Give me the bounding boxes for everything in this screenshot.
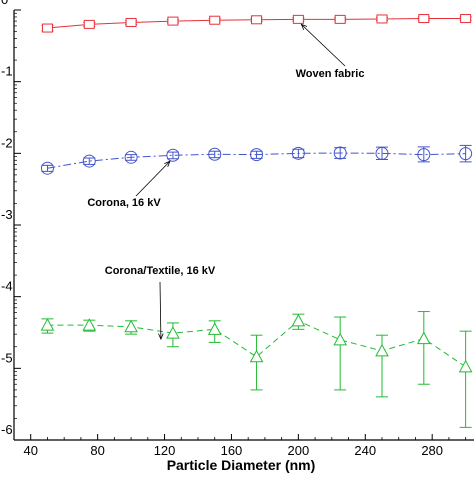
data-point: [458, 359, 473, 373]
annotation-arrow: [301, 24, 346, 67]
data-point: [251, 15, 263, 25]
data-point: [291, 313, 306, 327]
series-1: [41, 14, 472, 33]
data-point: [460, 14, 472, 24]
data-point: [333, 146, 347, 160]
data-point: [124, 150, 138, 164]
data-point: [375, 146, 389, 160]
data-point: [334, 14, 346, 24]
series-2: [40, 144, 473, 175]
y-tick-label: -4: [1, 279, 13, 294]
data-point: [40, 318, 55, 331]
data-point: [417, 148, 431, 162]
series-3: [40, 311, 473, 428]
y-tick-label: -2: [1, 135, 13, 150]
data-point: [82, 318, 97, 331]
y-tick-label: -1: [1, 64, 13, 79]
data-point: [459, 147, 473, 161]
data-point: [416, 331, 431, 345]
annotation-arrowhead: [158, 333, 164, 341]
data-point: [40, 161, 54, 175]
x-tick-label: 240: [354, 443, 376, 458]
annotation-label: Corona, 16 kV: [87, 197, 161, 209]
data-point: [418, 14, 430, 24]
data-point: [291, 146, 305, 160]
data-point: [82, 154, 96, 168]
annotation-arrow: [159, 281, 162, 340]
data-point: [208, 147, 222, 161]
data-point: [167, 16, 179, 26]
data-point: [166, 148, 180, 162]
data-point: [375, 343, 389, 357]
data-point: [333, 332, 348, 346]
data-point: [292, 14, 304, 24]
y-tick-label: -5: [1, 350, 13, 365]
data-point: [125, 17, 137, 27]
annotation-arrow: [135, 160, 171, 197]
data-point: [166, 326, 180, 339]
data-point: [249, 349, 264, 363]
x-tick-label: 160: [221, 443, 243, 458]
data-point: [41, 23, 53, 33]
data-point: [209, 15, 221, 25]
data-point: [83, 19, 95, 29]
y-tick-label: -3: [1, 207, 13, 222]
x-axis-title: Particle Diameter (nm): [167, 457, 316, 473]
x-tick-label: 40: [23, 443, 37, 458]
data-point: [207, 322, 222, 335]
x-tick-label: 200: [288, 443, 310, 458]
annotation-arrowhead: [164, 160, 171, 167]
data-point: [124, 319, 138, 333]
y-tick-label: -6: [1, 422, 13, 437]
x-tick-label: 120: [154, 443, 176, 458]
annotation-label: Corona/Textile, 16 kV: [105, 265, 216, 277]
annotation-label: Woven fabric: [296, 68, 365, 80]
x-tick-label: 280: [421, 443, 443, 458]
data-point: [376, 14, 388, 24]
x-tick-label: 80: [90, 443, 104, 458]
annotation-arrowhead: [300, 23, 308, 31]
data-point: [250, 148, 264, 162]
y-tick-label: 0: [1, 0, 8, 7]
